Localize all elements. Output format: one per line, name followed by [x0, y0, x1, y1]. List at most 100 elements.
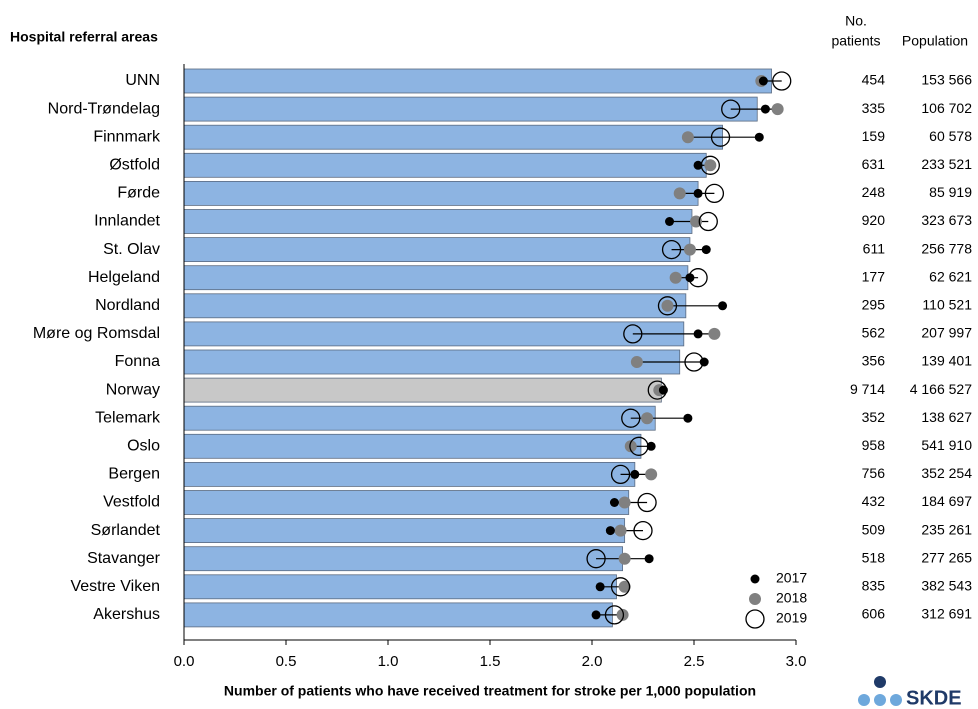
category-label: Akershus — [93, 606, 160, 623]
bar — [183, 574, 617, 600]
table-cell: 177 — [862, 268, 886, 284]
category-label: Norway — [106, 381, 160, 398]
dot-0 — [605, 526, 615, 536]
table-cell: 432 — [862, 493, 886, 509]
dot-2 — [647, 380, 667, 400]
dot-0 — [683, 413, 693, 423]
category-label: Vestfold — [103, 494, 160, 511]
legend-marker — [749, 593, 761, 605]
table-cell: 356 — [862, 353, 886, 369]
x-tick-label: 2.5 — [684, 653, 705, 670]
category-label: UNN — [125, 72, 160, 89]
table-cell: 110 521 — [922, 297, 972, 313]
dot-0 — [595, 582, 605, 592]
category-label: Nord-Trøndelag — [48, 100, 160, 117]
bar — [183, 180, 699, 206]
bar — [183, 518, 626, 543]
chart-title: Hospital referral areas — [10, 29, 158, 45]
x-tick-label: 3.0 — [786, 653, 807, 670]
table-header: patients — [831, 33, 880, 49]
table-cell: 153 566 — [921, 72, 972, 88]
bar — [183, 490, 630, 515]
dot-0 — [591, 610, 601, 620]
category-label: Stavanger — [87, 550, 161, 567]
dot-2 — [586, 549, 606, 569]
bar — [183, 265, 689, 291]
logo: SKDE — [858, 676, 962, 709]
dot-2 — [623, 324, 643, 344]
dot-2 — [688, 268, 708, 288]
dot-2 — [629, 436, 649, 456]
logo-dot — [858, 694, 870, 706]
x-axis-label: Number of patients who have received tre… — [224, 683, 756, 699]
dot-1 — [645, 468, 658, 481]
table-cell: 184 697 — [921, 493, 972, 509]
category-label: Innlandet — [94, 213, 160, 230]
table-cell: 256 778 — [921, 240, 972, 256]
dot-0 — [685, 273, 695, 283]
dot-2 — [657, 296, 678, 316]
dot-0 — [758, 76, 768, 86]
table-cell: 756 — [862, 465, 886, 481]
dot-1 — [616, 608, 629, 621]
dot-1 — [771, 103, 784, 116]
table-cell: 920 — [862, 212, 886, 228]
dot-1 — [669, 271, 682, 284]
dot-0 — [760, 104, 770, 114]
dot-0 — [693, 160, 703, 170]
table-cell: 352 — [862, 409, 886, 425]
dot-0 — [630, 469, 640, 479]
dot-2 — [698, 211, 718, 232]
table-cell: 139 401 — [921, 353, 972, 369]
table-cell: 248 — [862, 184, 886, 200]
table-cell: 4 166 527 — [910, 381, 972, 397]
logo-dot — [890, 694, 902, 706]
dot-1 — [641, 412, 654, 425]
logo-dot — [874, 694, 886, 706]
table-cell: 509 — [862, 521, 886, 537]
dot-0 — [701, 245, 711, 255]
dot-1 — [683, 243, 696, 256]
table-cell: 541 910 — [921, 437, 972, 453]
bar — [183, 124, 723, 150]
legend-label: 2018 — [776, 590, 807, 606]
table-cell: 106 702 — [921, 100, 972, 116]
x-tick-label: 0.5 — [276, 653, 297, 670]
category-label: Oslo — [127, 438, 160, 455]
dot-1 — [661, 299, 674, 312]
bar — [183, 152, 707, 178]
table-cell: 352 254 — [921, 465, 972, 481]
table-cell: 207 997 — [921, 325, 972, 341]
bar — [183, 602, 613, 628]
table-cell: 382 543 — [921, 578, 972, 594]
table-cell: 138 627 — [921, 409, 972, 425]
category-label: Telemark — [95, 409, 161, 426]
dot-2 — [704, 183, 725, 204]
category-label: Fonna — [115, 353, 160, 370]
table-cell: 85 919 — [929, 184, 972, 200]
dot-0 — [609, 498, 619, 507]
dot-2 — [684, 352, 704, 372]
x-tick-label: 1.0 — [378, 653, 399, 670]
table-cell: 518 — [862, 549, 886, 565]
dot-1 — [624, 440, 637, 453]
table-cell: 606 — [862, 606, 886, 622]
logo-dot — [874, 676, 886, 688]
bar — [183, 237, 691, 263]
table-cell: 9 714 — [850, 381, 885, 397]
x-tick-label: 0.0 — [174, 653, 195, 670]
bar — [183, 321, 685, 347]
table-cell: 323 673 — [921, 212, 972, 228]
dot-2 — [610, 577, 631, 597]
table-cell: 295 — [862, 297, 886, 313]
category-label: Vestre Viken — [70, 578, 160, 595]
bar — [183, 96, 758, 122]
dot-1 — [704, 159, 717, 172]
logo-text: SKDE — [906, 687, 962, 709]
dot-2 — [633, 520, 653, 541]
table-cell: 60 578 — [929, 128, 972, 144]
category-label: Finnmark — [93, 128, 161, 145]
category-label: St. Olav — [103, 241, 160, 258]
dot-0 — [699, 357, 709, 367]
